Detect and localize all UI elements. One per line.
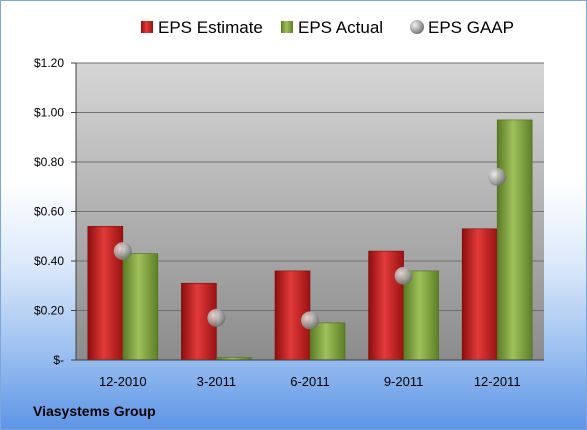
x-tick-label: 3-2011 <box>197 374 237 389</box>
legend-swatch <box>141 21 153 33</box>
x-tick-label: 12-2010 <box>99 374 147 389</box>
legend-label: EPS Actual <box>298 18 383 37</box>
legend-label: EPS Estimate <box>158 18 263 37</box>
x-tick-label: 6-2011 <box>290 374 330 389</box>
y-tick-label: $0.60 <box>34 205 64 219</box>
eps-gaap-point <box>113 242 132 261</box>
legend-swatch <box>281 21 293 33</box>
y-tick-label: $0.80 <box>34 155 64 169</box>
y-tick-label: $0.40 <box>34 254 64 268</box>
eps-gaap-point <box>394 266 413 285</box>
eps-gaap-point <box>488 167 507 186</box>
x-tick-label: 12-2011 <box>474 374 521 389</box>
legend-swatch <box>410 20 424 34</box>
y-tick-label: $1.20 <box>34 56 64 70</box>
eps-actual-bar <box>496 119 533 361</box>
eps-gaap-point <box>207 308 226 327</box>
y-tick-label: $1.00 <box>34 106 64 120</box>
y-tick-label: $- <box>53 353 64 367</box>
legend-label: EPS GAAP <box>428 18 514 37</box>
eps-actual-bar <box>403 270 439 361</box>
eps-gaap-point <box>301 311 319 330</box>
eps-estimate-bar <box>461 228 498 361</box>
x-tick-label: 9-2011 <box>384 374 424 389</box>
y-tick-label: $0.20 <box>34 304 64 318</box>
eps-actual-bar <box>122 253 159 361</box>
eps-actual-bar <box>309 322 346 361</box>
eps-estimate-bar <box>368 250 404 361</box>
company-name: Viasystems Group <box>33 403 156 419</box>
